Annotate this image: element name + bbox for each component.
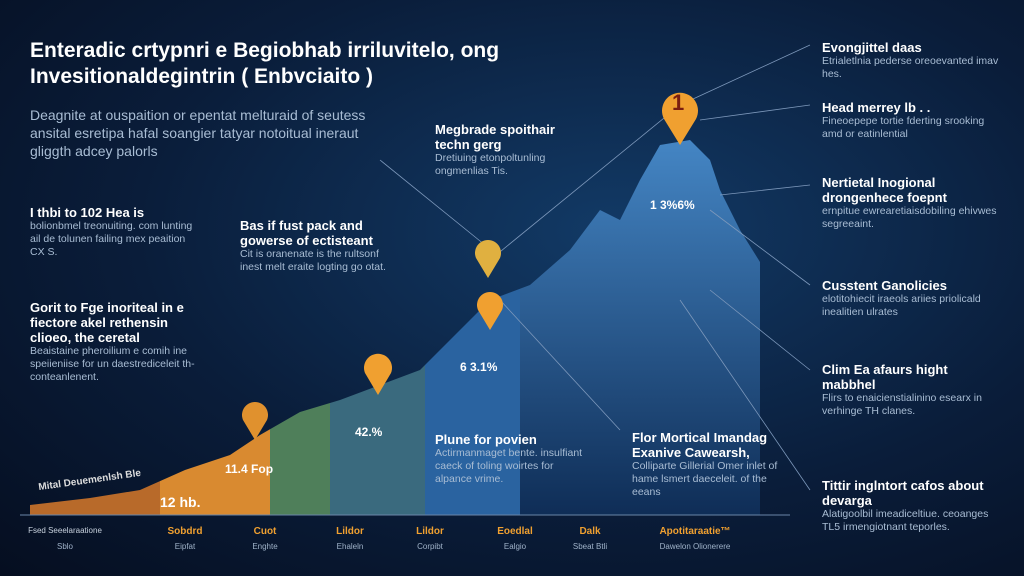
bottom-sub: Enghte	[252, 542, 278, 551]
body: Colliparte Gillerial Omer inlet of hame …	[632, 460, 778, 498]
body: Dretiuing etonpoltunling ongmenlias Tis.	[435, 152, 546, 177]
list-item: Clim Ea afaurs hight mabbhel Flirs to ena…	[822, 362, 1002, 418]
bottom-label: Cuot	[253, 526, 277, 537]
chart-label: 1 3%6%	[650, 198, 695, 212]
heading: I thbi to 102 Hea is	[30, 205, 145, 220]
body: bolionbmel treonuiting. com lunting ail …	[30, 220, 193, 258]
body: Actirmanmaget bente. insulfiant caeck of…	[435, 447, 583, 485]
left-block: Gorit to Fge inoriteal in e fiectore ake…	[30, 300, 200, 384]
intro: Deagnite at ouspaition or epentat meltur…	[30, 107, 366, 159]
heading: Tittir inglntort cafos about devarga	[822, 478, 984, 508]
callout: Plune for povien Actirmanmaget bente. ins…	[435, 432, 585, 486]
heading: Nertietal Inogional drongenhece foepnt	[822, 175, 947, 205]
callout: Bas if fust pack and gowerse of ectistea…	[240, 218, 400, 274]
bottom-label: Sobdrd	[167, 526, 203, 537]
callout: Megbrade spoithair techn gerg Dretiuing e…	[435, 122, 585, 178]
left-block: I thbi to 102 Hea is bolionbmel treonuiti…	[30, 205, 200, 259]
list-item: Tittir inglntort cafos about devarga Alat…	[822, 478, 1002, 534]
body: Fineoepepe tortie fderting srooking amd …	[822, 115, 985, 140]
bottom-label: Dalk	[579, 526, 601, 537]
heading: Bas if fust pack and gowerse of ectistea…	[240, 218, 373, 248]
list-item: Head merrey lb . . Fineoepepe tortie fder…	[822, 100, 1002, 141]
chart-label: 6 3.1%	[460, 360, 498, 374]
leader-lines	[379, 44, 811, 491]
chart-label: 42.%	[355, 425, 383, 439]
body: Alatigoolbil imeadiceltiue. ceoanges TL5…	[822, 508, 989, 533]
heading: Megbrade spoithair techn gerg	[435, 122, 555, 152]
bottom-label: Lildor	[416, 526, 444, 537]
body: elotitohiecit iraeols ariies priolicald …	[822, 293, 981, 318]
list-item: Nertietal Inogional drongenhece foepnt er…	[822, 175, 1002, 231]
bottom-sub: Dawelon Olionerere	[659, 542, 731, 551]
chart-label: 12 hb.	[160, 494, 201, 510]
bottom-sub: Ealgio	[503, 542, 527, 551]
heading: Cusstent Ganolicies	[822, 278, 947, 293]
list-item: Cusstent Ganolicies elotitohiecit iraeols…	[822, 278, 1002, 319]
heading: Plune for povien	[435, 432, 537, 447]
body: Flirs to enaicienstialinino esearx in ve…	[822, 392, 982, 417]
list-item: Evongjittel daas Etrialetlnia pederse ore…	[822, 40, 1002, 81]
bottom-sub: Sbeat Btli	[572, 542, 608, 551]
heading: Flor Mortical Imandag Exanive Cawearsh,	[632, 430, 768, 460]
bottom-sub: Eipfat	[174, 542, 196, 551]
bottom-sub: Ehaleln	[336, 542, 364, 551]
bottom-label: Lildor	[336, 526, 364, 537]
bottom-label: Fsed Seeelaraatione	[28, 526, 102, 535]
bottom-label: Apotitaraatie™	[659, 526, 731, 537]
body: ernpitue ewrearetiaisdobiling ehivwes se…	[822, 205, 997, 230]
heading: Head merrey lb . .	[822, 100, 931, 115]
heading: Evongjittel daas	[822, 40, 922, 55]
marker-label: 1	[672, 90, 685, 115]
callout: Flor Mortical Imandag Exanive Cawearsh, C…	[632, 430, 782, 499]
body: Etrialetlnia pederse oreoevanted imav he…	[822, 55, 999, 80]
bottom-sub: Corpibt	[417, 542, 443, 551]
bottom-sub: Sblo	[56, 542, 73, 551]
heading: Gorit to Fge inoriteal in e fiectore ake…	[30, 300, 184, 345]
body: Beaistaine pheroilium e comih ine speiie…	[30, 345, 195, 383]
bottom-label: Eoedlal	[497, 526, 533, 537]
heading: Clim Ea afaurs hight mabbhel	[822, 362, 948, 392]
title: Invesitionaldegintrin ( Enbvciaito )	[30, 65, 374, 88]
title: Enteradic crtypnri e Begiobhab irriluvit…	[30, 39, 500, 62]
pins	[242, 92, 698, 440]
chart-label: 11.4 Fop	[225, 462, 274, 476]
body: Cit is oranenate is the rultsonf inest m…	[240, 248, 386, 273]
